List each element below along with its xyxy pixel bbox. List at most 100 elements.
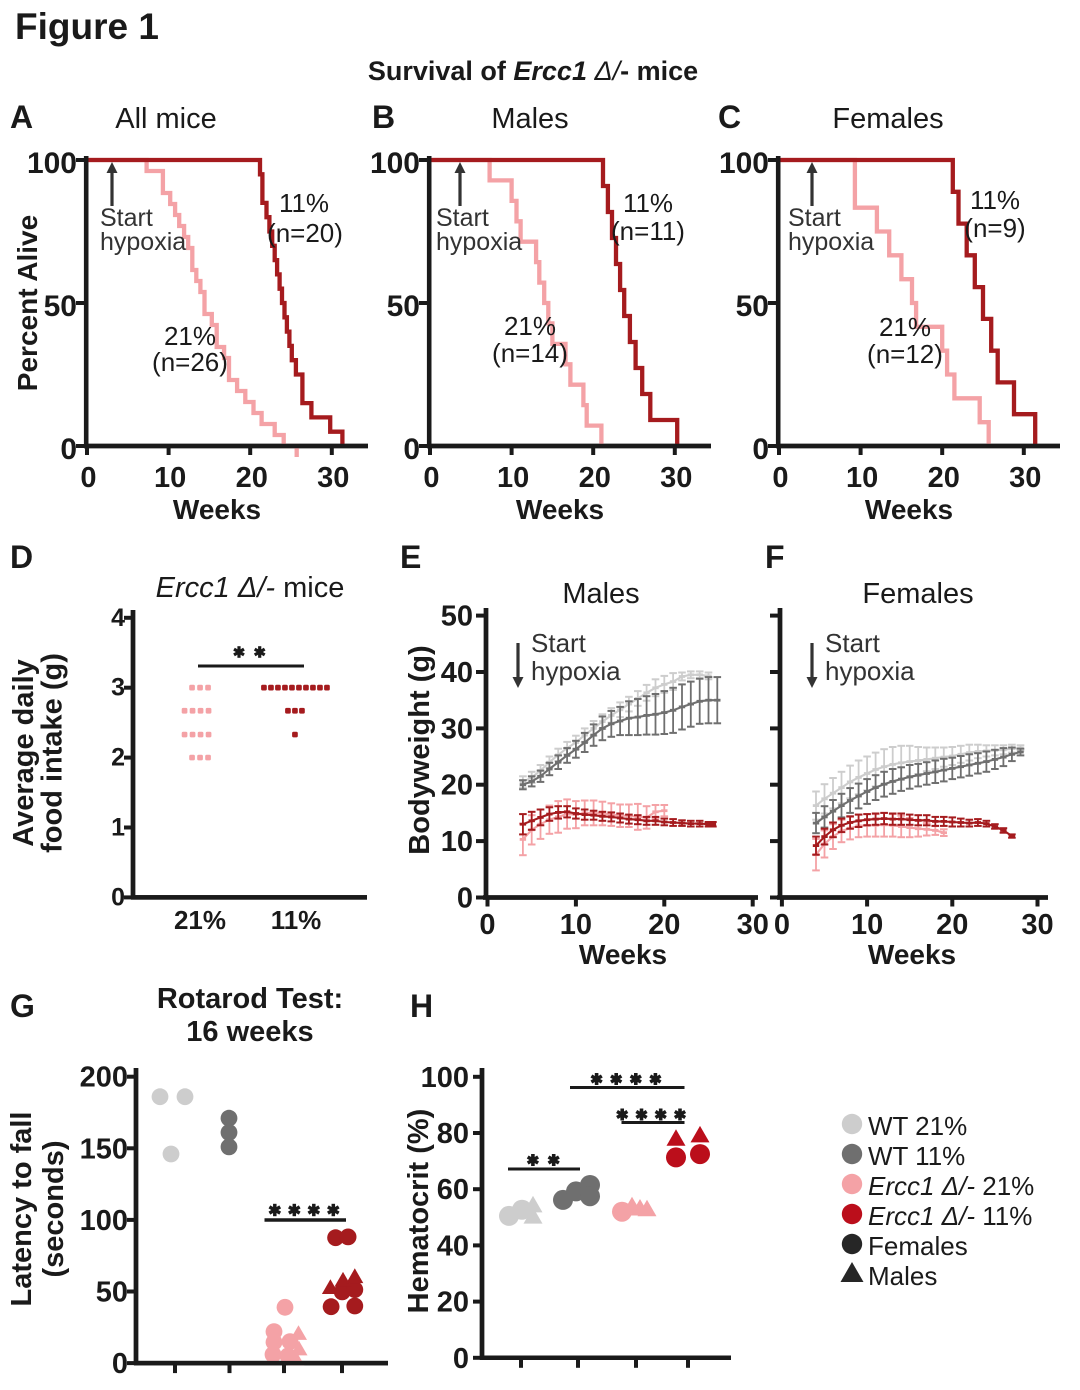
svg-text:50: 50 — [44, 290, 77, 323]
svg-text:hypoxia: hypoxia — [436, 228, 522, 256]
svg-text:0: 0 — [774, 909, 790, 941]
svg-text:All mice: All mice — [115, 103, 217, 135]
svg-text:(n=11): (n=11) — [611, 216, 685, 246]
svg-text:A: A — [10, 99, 33, 135]
svg-text:WT 21%: WT 21% — [868, 1111, 967, 1141]
svg-text:Males: Males — [562, 578, 639, 610]
svg-text:21%: 21% — [504, 311, 556, 341]
svg-text:0: 0 — [453, 1343, 469, 1375]
svg-text:hypoxia: hypoxia — [531, 656, 621, 686]
svg-text:0: 0 — [80, 462, 96, 494]
svg-text:Figure 1: Figure 1 — [15, 6, 159, 47]
svg-text:16 weeks: 16 weeks — [186, 1016, 313, 1048]
svg-text:hypoxia: hypoxia — [825, 656, 915, 686]
svg-text:Females: Females — [862, 578, 973, 610]
svg-text:(n=14): (n=14) — [492, 338, 568, 368]
svg-text:(n=20): (n=20) — [267, 218, 343, 248]
svg-text:Females: Females — [832, 103, 943, 135]
svg-text:50: 50 — [96, 1277, 128, 1309]
svg-text:Hematocrit (%): Hematocrit (%) — [403, 1109, 435, 1314]
svg-text:WT 11%: WT 11% — [868, 1141, 965, 1171]
svg-text:Start: Start — [788, 204, 841, 232]
svg-text:20: 20 — [441, 770, 473, 802]
svg-text:Ercc1 Δ/- 11%: Ercc1 Δ/- 11% — [868, 1201, 1032, 1231]
svg-text:Start: Start — [100, 204, 153, 232]
svg-text:100: 100 — [719, 147, 769, 180]
svg-text:Weeks: Weeks — [868, 939, 956, 970]
svg-text:100: 100 — [370, 147, 420, 180]
svg-text:Weeks: Weeks — [516, 494, 604, 525]
svg-text:0: 0 — [752, 433, 769, 466]
svg-text:50: 50 — [387, 290, 420, 323]
svg-text:60: 60 — [437, 1174, 469, 1206]
svg-text:4: 4 — [111, 604, 125, 632]
svg-text:1: 1 — [111, 814, 125, 842]
svg-text:Latency to fall: Latency to fall — [6, 1112, 38, 1307]
svg-text:0: 0 — [479, 909, 495, 941]
svg-text:Ercc1 Δ/- mice: Ercc1 Δ/- mice — [156, 572, 345, 604]
svg-text:D: D — [10, 539, 33, 575]
svg-text:30: 30 — [317, 462, 349, 494]
svg-text:2: 2 — [111, 744, 125, 772]
svg-text:food intake (g): food intake (g) — [37, 653, 69, 853]
svg-text:Weeks: Weeks — [865, 494, 953, 525]
svg-text:10: 10 — [154, 462, 186, 494]
svg-text:Survival of Ercc1 Δ/- mice: Survival of Ercc1 Δ/- mice — [368, 56, 698, 86]
svg-text:Percent Alive: Percent Alive — [12, 215, 43, 391]
svg-text:Bodyweight (g): Bodyweight (g) — [404, 645, 436, 854]
svg-text:H: H — [410, 988, 433, 1024]
svg-text:0: 0 — [772, 462, 788, 494]
svg-text:21%: 21% — [879, 312, 931, 342]
svg-text:(seconds): (seconds) — [38, 1141, 70, 1278]
svg-text:100: 100 — [421, 1062, 469, 1094]
svg-text:20: 20 — [928, 462, 960, 494]
svg-text:Start: Start — [531, 628, 587, 658]
svg-text:0: 0 — [403, 433, 420, 466]
svg-text:(n=12): (n=12) — [867, 339, 943, 369]
svg-text:0: 0 — [457, 883, 473, 915]
svg-text:E: E — [400, 539, 421, 575]
svg-text:11%: 11% — [970, 185, 1020, 215]
svg-text:20: 20 — [236, 462, 268, 494]
svg-text:Males: Males — [868, 1261, 937, 1291]
svg-text:10: 10 — [560, 909, 592, 941]
svg-text:20: 20 — [437, 1287, 469, 1319]
svg-text:Start: Start — [825, 628, 881, 658]
svg-text:200: 200 — [80, 1062, 128, 1094]
svg-text:F: F — [765, 539, 785, 575]
svg-text:30: 30 — [737, 909, 769, 941]
svg-text:(n=9): (n=9) — [964, 213, 1025, 243]
svg-text:50: 50 — [736, 290, 769, 323]
svg-text:80: 80 — [437, 1118, 469, 1150]
svg-text:30: 30 — [1009, 462, 1041, 494]
svg-text:11%: 11% — [271, 905, 322, 935]
svg-text:hypoxia: hypoxia — [100, 228, 186, 256]
svg-text:50: 50 — [441, 601, 473, 633]
svg-text:10: 10 — [441, 826, 473, 858]
svg-text:Weeks: Weeks — [173, 494, 261, 525]
svg-text:21%: 21% — [174, 905, 226, 935]
svg-text:10: 10 — [497, 462, 529, 494]
svg-text:Average daily: Average daily — [8, 659, 40, 847]
svg-text:3: 3 — [111, 674, 125, 702]
svg-text:Ercc1 Δ/- 21%: Ercc1 Δ/- 21% — [868, 1171, 1034, 1201]
svg-text:Females: Females — [868, 1231, 968, 1261]
svg-text:11%: 11% — [623, 188, 673, 218]
svg-text:150: 150 — [80, 1133, 128, 1165]
svg-text:0: 0 — [112, 1348, 128, 1380]
svg-text:C: C — [718, 99, 741, 135]
svg-text:100: 100 — [27, 147, 77, 180]
svg-text:11%: 11% — [279, 188, 329, 218]
svg-text:40: 40 — [441, 657, 473, 689]
svg-text:0: 0 — [111, 883, 125, 911]
svg-text:30: 30 — [1021, 909, 1053, 941]
svg-text:20: 20 — [936, 909, 968, 941]
svg-text:0: 0 — [423, 462, 439, 494]
svg-text:21%: 21% — [164, 321, 216, 351]
svg-text:30: 30 — [441, 713, 473, 745]
svg-text:(n=26): (n=26) — [152, 347, 228, 377]
svg-text:Rotarod Test:: Rotarod Test: — [157, 983, 343, 1015]
svg-text:20: 20 — [579, 462, 611, 494]
svg-text:Start: Start — [436, 204, 489, 232]
svg-text:10: 10 — [846, 462, 878, 494]
